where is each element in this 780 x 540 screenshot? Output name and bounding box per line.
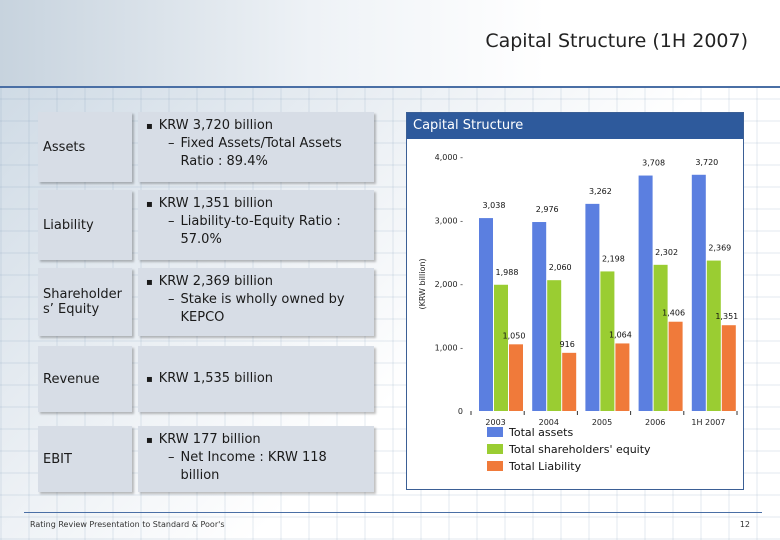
- data-label: 1,988: [496, 268, 519, 277]
- bullet-icon: ▪: [146, 121, 153, 132]
- chart-title: Capital Structure: [407, 113, 743, 139]
- row-bullet-text: KRW 177 billion: [158, 432, 261, 447]
- y-tick-label: 2,000 -: [435, 280, 463, 289]
- data-label: 3,038: [483, 201, 506, 210]
- row-label-liability: Liability: [38, 190, 132, 260]
- bar-0-2: [585, 203, 600, 411]
- row-bullet-text: KRW 3,720 billion: [158, 118, 274, 133]
- y-tick-label: 0: [458, 407, 463, 416]
- x-tick-label: 2004: [539, 418, 559, 427]
- data-label: 3,720: [695, 158, 718, 167]
- y-tick-label: 1,000 -: [435, 344, 463, 353]
- legend-entry: Total assets: [508, 426, 573, 439]
- page-title: Capital Structure (1H 2007): [485, 30, 748, 52]
- row-bullet-text: KRW 1,351 billion: [158, 196, 274, 211]
- bar-0-0: [479, 218, 493, 411]
- data-label: 2,302: [655, 248, 678, 257]
- legend-entry: Total Liability: [508, 460, 582, 473]
- row-bullet-text: KRW 2,369 billion: [158, 274, 274, 289]
- page-number: 12: [739, 520, 750, 529]
- row-label-assets: Assets: [38, 112, 132, 182]
- x-tick-label: 1H 2007: [691, 418, 725, 427]
- bar-1-1: [547, 280, 562, 411]
- data-label: 1,064: [609, 330, 632, 339]
- row-sub-text: Net Income : KRW 118 billion: [180, 450, 327, 483]
- dash-icon: –: [168, 136, 175, 151]
- chart-panel: Capital Structure (KRW billion) 4,000 - 3,…: [406, 112, 744, 490]
- legend-entry: Total shareholders' equity: [508, 443, 651, 456]
- footer-divider: [24, 512, 762, 513]
- row-sub-text: Fixed Assets/Total Assets Ratio : 89.4%: [180, 136, 342, 169]
- y-tick-label: 4,000 -: [435, 153, 463, 162]
- row-detail-liability: ▪ KRW 1,351 billion – Liability-to-Equity …: [138, 190, 374, 260]
- bullet-icon: ▪: [146, 435, 153, 446]
- x-tick-label: 2006: [645, 418, 665, 427]
- data-label: 2,369: [708, 244, 731, 253]
- row-label-ebit: EBIT: [38, 426, 132, 492]
- dash-icon: –: [168, 214, 175, 229]
- bar-2-4: [721, 325, 736, 411]
- row-detail-ebit: ▪ KRW 177 billion – Net Income : KRW 118 b…: [138, 426, 374, 492]
- legend-swatch-2: [487, 461, 503, 471]
- row-label-equity: Shareholder s’ Equity: [38, 268, 132, 336]
- bar-2-0: [509, 344, 523, 411]
- bar-2-2: [615, 343, 630, 411]
- data-label: 2,976: [536, 205, 559, 214]
- bullet-icon: ▪: [146, 199, 153, 210]
- dash-icon: –: [168, 450, 175, 465]
- data-label: 2,198: [602, 254, 625, 263]
- data-label: 1,050: [503, 331, 526, 340]
- dash-icon: –: [168, 292, 175, 307]
- row-label-revenue: Revenue: [38, 346, 132, 412]
- header-band: [0, 0, 780, 88]
- bar-0-4: [691, 174, 706, 411]
- bar-0-3: [638, 175, 653, 411]
- data-label: 2,060: [549, 263, 572, 272]
- capital-structure-chart: (KRW billion) 4,000 - 3,000 - 2,000 - 1,000 …: [418, 153, 738, 473]
- row-detail-equity: ▪ KRW 2,369 billion – Stake is wholly owne…: [138, 268, 374, 336]
- bar-1-4: [706, 260, 721, 411]
- x-tick-label: 2005: [592, 418, 612, 427]
- row-sub-text: Stake is wholly owned by KEPCO: [180, 292, 345, 325]
- bar-1-3: [653, 264, 668, 411]
- bar-0-1: [532, 222, 547, 411]
- bar-2-3: [668, 321, 683, 411]
- legend-swatch-1: [487, 444, 503, 454]
- row-detail-revenue: ▪ KRW 1,535 billion: [138, 346, 374, 412]
- x-tick-label: 2003: [485, 418, 505, 427]
- row-sub-text: Liability-to-Equity Ratio : 57.0%: [180, 214, 341, 247]
- data-label: 1,351: [715, 312, 738, 321]
- row-bullet-text: KRW 1,535 billion: [158, 370, 274, 386]
- bar-1-0: [494, 284, 508, 411]
- y-tick-label: 3,000 -: [435, 217, 463, 226]
- legend-swatch-0: [487, 427, 503, 437]
- header-divider: [0, 86, 780, 88]
- bar-1-2: [600, 271, 615, 411]
- footer-text: Rating Review Presentation to Standard &…: [30, 520, 225, 529]
- bullet-icon: ▪: [146, 373, 153, 385]
- data-label: 3,262: [589, 187, 612, 196]
- data-label: 916: [560, 340, 575, 349]
- row-detail-assets: ▪ KRW 3,720 billion – Fixed Assets/Total A…: [138, 112, 374, 182]
- y-axis-label: (KRW billion): [418, 258, 427, 309]
- bar-2-1: [562, 352, 577, 411]
- bullet-icon: ▪: [146, 277, 153, 288]
- data-label: 1,406: [662, 309, 685, 318]
- data-label: 3,708: [642, 159, 665, 168]
